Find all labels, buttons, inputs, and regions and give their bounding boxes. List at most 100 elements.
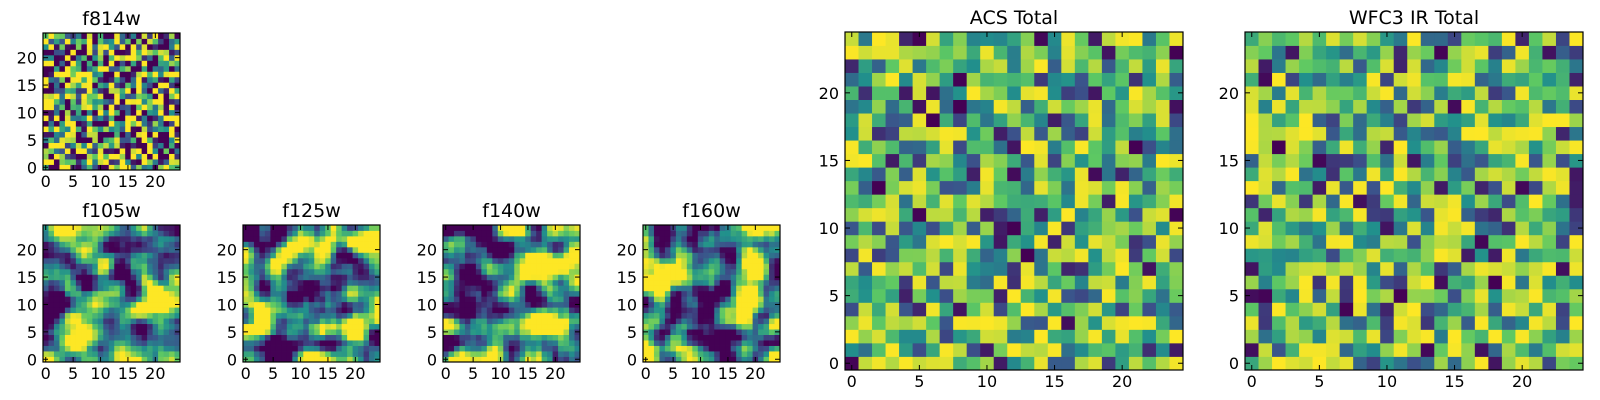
heatmap-cell (48, 345, 55, 352)
heatmap-cell (108, 131, 115, 138)
heatmap-cell (81, 235, 88, 242)
heatmap-cell (1353, 302, 1368, 317)
heatmap-cell (119, 263, 126, 270)
heatmap-cell (169, 49, 175, 56)
heatmap-cell (448, 296, 455, 303)
heatmap-cell (1245, 140, 1259, 155)
heatmap-cell (1461, 194, 1476, 209)
heatmap-cell (297, 274, 304, 281)
heatmap-cell (174, 334, 181, 341)
heatmap-cell (130, 33, 137, 39)
heatmap-cell (552, 301, 559, 308)
heatmap-cell (769, 345, 775, 352)
heatmap-cell (643, 241, 649, 248)
heatmap-cell (692, 290, 699, 297)
heatmap-cell (248, 241, 255, 248)
heatmap-cell (369, 268, 375, 275)
heatmap-cell (514, 252, 521, 259)
heatmap-cell (503, 312, 510, 319)
heatmap-cell (270, 329, 277, 335)
heatmap-cell (736, 257, 743, 264)
heatmap-cell (1393, 221, 1408, 236)
heatmap-cell (352, 301, 359, 308)
heatmap-cell (536, 225, 543, 231)
heatmap-cell (1515, 126, 1530, 141)
heatmap-cell (653, 279, 660, 286)
heatmap-cell (1007, 329, 1022, 344)
heatmap-cell (659, 334, 666, 341)
heatmap-cell (1312, 99, 1327, 114)
heatmap-cell (308, 285, 315, 292)
heatmap-cell (292, 274, 299, 281)
heatmap-cell (53, 225, 60, 231)
heatmap-cell (552, 340, 559, 346)
heatmap-cell (648, 230, 655, 237)
heatmap-cell (1555, 248, 1570, 263)
heatmap-cell (492, 257, 499, 264)
heatmap-cell (464, 334, 471, 341)
heatmap-cell (1339, 261, 1354, 276)
heatmap-cell (70, 49, 77, 56)
heatmap-cell (1088, 113, 1103, 128)
heatmap-cell (1434, 99, 1449, 114)
heatmap-cell (43, 268, 49, 275)
heatmap-cell (81, 356, 88, 363)
heatmap-cell (1434, 86, 1449, 100)
heatmap-cell (97, 268, 104, 275)
heatmap-cell (97, 104, 104, 111)
heatmap-cell (286, 257, 293, 264)
heatmap-cell (341, 252, 348, 259)
heatmap-cell (1034, 329, 1049, 344)
heatmap-cell (59, 356, 66, 363)
heatmap-cell (319, 268, 326, 275)
heatmap-cell (503, 230, 510, 237)
heatmap-cell (980, 59, 995, 73)
heatmap-cell (470, 334, 477, 341)
heatmap-cell (325, 274, 332, 281)
heatmap-cell (1061, 207, 1076, 222)
heatmap-cell (845, 99, 859, 114)
heatmap-cell (1326, 288, 1341, 303)
heatmap-cell (730, 285, 737, 292)
heatmap-cell (939, 32, 954, 46)
heatmap-cell (1447, 342, 1462, 357)
heatmap-cell (108, 351, 115, 357)
heatmap-cell (259, 225, 266, 231)
heatmap-cell (758, 334, 764, 341)
heatmap-cell (692, 230, 699, 237)
heatmap-cell (270, 263, 277, 270)
heatmap-cell (725, 312, 732, 319)
heatmap-cell (747, 329, 753, 335)
heatmap-cell (152, 329, 159, 335)
heatmap-cell (369, 301, 375, 308)
heatmap-cell (1326, 59, 1341, 73)
heatmap-cell (1020, 167, 1035, 182)
heatmap-cell (119, 93, 126, 100)
heatmap-cell (169, 109, 175, 116)
heatmap-cell (1007, 32, 1022, 46)
heatmap-cell (297, 323, 304, 330)
heatmap-cell (1128, 153, 1143, 168)
heatmap-cell (747, 356, 753, 363)
heatmap-cell (297, 334, 304, 341)
heatmap-cell (1074, 86, 1089, 100)
heatmap-cell (1366, 275, 1381, 290)
heatmap-cell (1528, 356, 1543, 371)
heatmap-cell (1142, 140, 1157, 155)
heatmap-cell (939, 234, 954, 249)
heatmap-cell (70, 131, 77, 138)
heatmap-cell (1115, 59, 1130, 73)
heatmap-cell (503, 263, 510, 270)
heatmap-cell (858, 207, 873, 222)
heatmap-cell (174, 60, 181, 67)
heatmap-cell (659, 345, 666, 352)
heatmap-cell (736, 274, 743, 281)
heatmap-cell (119, 312, 126, 319)
heatmap-cell (1339, 113, 1354, 128)
heatmap-cell (103, 159, 110, 165)
heatmap-cell (1461, 261, 1476, 276)
heatmap-cell (108, 274, 115, 281)
heatmap-cell (314, 246, 321, 253)
heatmap-cell (103, 109, 110, 116)
